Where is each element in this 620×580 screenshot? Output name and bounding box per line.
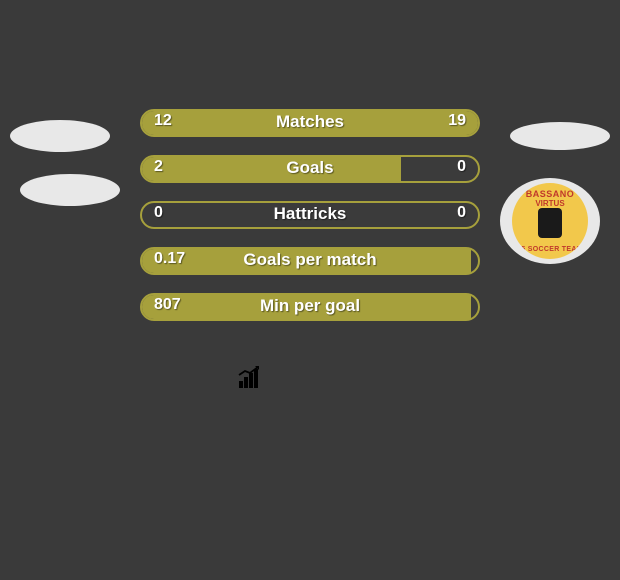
stat-value-right: 19 — [448, 112, 466, 130]
stat-value-left: 12 — [154, 112, 172, 130]
stat-row: Min per goal807 — [140, 293, 480, 321]
stat-row: Hattricks0 0 — [140, 201, 480, 229]
stat-label: Min per goal — [142, 296, 478, 316]
stat-row: Goals per match0.17 — [140, 247, 480, 275]
stat-label: Hattricks — [142, 204, 478, 224]
stat-value-left: 0.17 — [154, 250, 185, 268]
stat-row: Matches12 19 — [140, 109, 480, 137]
stat-value-left: 2 — [154, 158, 163, 176]
stat-value-left: 0 — [154, 204, 163, 222]
stat-value-right: 0 — [457, 204, 466, 222]
fctables-chart-icon — [239, 368, 261, 388]
stat-row: Goals2 0 — [140, 155, 480, 183]
stat-value-right: 0 — [457, 158, 466, 176]
stat-value-left: 807 — [154, 296, 181, 314]
stats-area: Matches1219Goals20Hattricks00Goals per m… — [0, 109, 620, 339]
stat-label: Goals per match — [142, 250, 478, 270]
stat-label: Goals — [142, 158, 478, 178]
stat-label: Matches — [142, 112, 478, 132]
